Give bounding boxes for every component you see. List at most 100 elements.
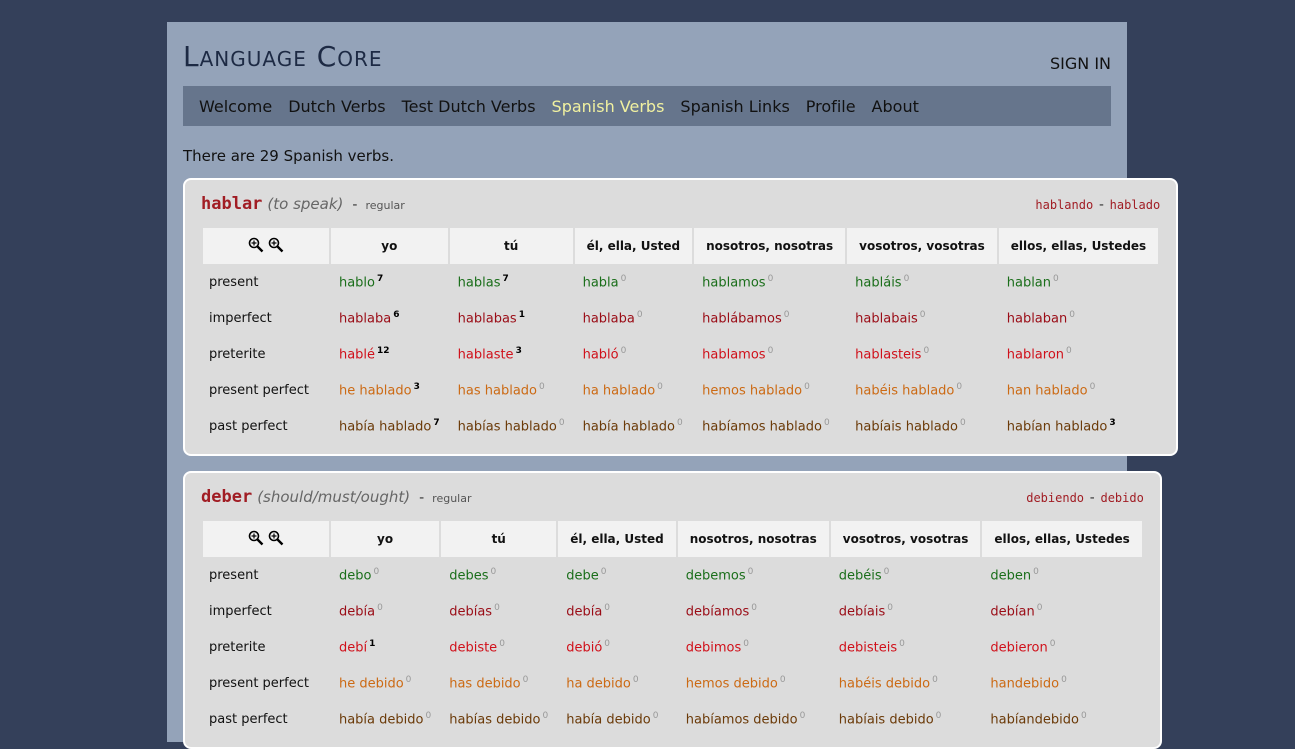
- tense-row: imperfect hablaba 6 hablabas 1 hablaba 0 habláb…: [203, 300, 1158, 336]
- conjugation-cell: ha debido 0: [558, 665, 676, 701]
- usage-count: 0: [883, 566, 890, 577]
- tense-row: imperfect debía 0 debías 0 debía 0 debíamos 0 deb…: [203, 593, 1142, 629]
- usage-count: 0: [1033, 566, 1039, 577]
- verb-form: debían: [990, 604, 1035, 620]
- conjugation-cell: habéis debido 0: [831, 665, 981, 701]
- conjugation-cell: hablas 7: [450, 264, 573, 300]
- conjugation-cell: hablamos 0: [694, 264, 845, 300]
- nav-link[interactable]: Welcome: [199, 96, 273, 116]
- nav-link[interactable]: Profile: [805, 96, 856, 116]
- pronoun-header: nosotros, nosotras: [677, 521, 829, 557]
- usage-count: 0: [425, 710, 432, 721]
- site-title[interactable]: Language Core: [183, 40, 383, 73]
- usage-count: 0: [373, 566, 380, 577]
- verb-form: hablamos: [702, 347, 766, 363]
- conjugation-cell: hablabas 1: [450, 300, 573, 336]
- usage-count: 0: [1069, 309, 1075, 320]
- verb-form: has debido: [449, 676, 521, 692]
- nav-link[interactable]: Spanish Verbs: [551, 96, 665, 116]
- conjugation-cell: hablo 7: [331, 264, 448, 300]
- usage-count: 0: [935, 710, 942, 721]
- usage-count: 0: [1049, 638, 1056, 649]
- zoom-icon[interactable]: [268, 237, 284, 253]
- conjugation-table: yo tú él, ella, Usted nosotros, nosotras vos…: [201, 228, 1160, 444]
- conjugation-cell: debía 0: [558, 593, 676, 629]
- intro-text: There are 29 Spanish verbs.: [183, 147, 394, 165]
- usage-count: 0: [779, 674, 786, 685]
- verb-name: hablar: [201, 194, 263, 214]
- zoom-icon[interactable]: [248, 237, 264, 253]
- pronoun-header: tú: [449, 228, 573, 264]
- verb-form: debías: [449, 604, 493, 620]
- usage-count: 0: [494, 602, 500, 613]
- sign-in[interactable]: SIGN IN: [1049, 54, 1111, 73]
- verb-form: habla: [582, 275, 619, 291]
- pronoun-header: él, ella, Usted: [558, 521, 676, 557]
- pronoun-header: yo: [330, 228, 448, 264]
- verb-form: hablé: [338, 347, 376, 363]
- verb-form: debíais: [838, 604, 886, 620]
- nav-bar: Welcome Dutch Verbs Test Dutch Verbs Spanis…: [183, 86, 1111, 126]
- verb-form: he debido: [338, 676, 404, 692]
- conjugation-cell: habíamos debido 0: [678, 701, 829, 737]
- usage-count: 0: [620, 273, 627, 284]
- verb-form: hablabas: [457, 311, 517, 327]
- verb-form: habláis: [855, 275, 902, 291]
- usage-count: 3: [515, 345, 522, 356]
- pronoun-header: vosotros, vosotras: [830, 521, 981, 557]
- verb-form: habéis debido: [838, 676, 931, 692]
- verb-form: hablamos: [702, 275, 766, 291]
- conjugation-cell: debía 0: [331, 593, 439, 629]
- nav-link[interactable]: Dutch Verbs: [288, 96, 386, 116]
- header-row: yo tú él, ella, Usted nosotros, nosotras vos…: [203, 521, 1142, 557]
- usage-count: 0: [823, 417, 830, 428]
- verb-form: habíandebido: [990, 712, 1079, 728]
- verb-form: debo: [338, 568, 372, 584]
- verb-form: debía: [566, 604, 603, 620]
- verb-form: han hablado: [1006, 383, 1088, 399]
- nav-link[interactable]: About: [871, 96, 919, 116]
- verb-form: hablaba: [338, 311, 392, 327]
- usage-count: 0: [558, 417, 565, 428]
- conjugation-cell: debíais 0: [831, 593, 981, 629]
- conjugation-cell: he hablado 3: [331, 372, 448, 408]
- pronoun-header: ellos, ellas, Ustedes: [998, 228, 1159, 264]
- conjugation-cell: habíandebido 0: [982, 701, 1141, 737]
- usage-count: 0: [1066, 345, 1072, 356]
- tense-row: present perfect he hablado 3 has hablado 0 ha…: [203, 372, 1158, 408]
- tense-label: preterite: [209, 346, 266, 362]
- conjugation-cell: debéis 0: [831, 557, 981, 593]
- nav-link[interactable]: Spanish Links: [680, 96, 790, 116]
- gerund: debiendo: [1026, 491, 1085, 505]
- verb-form: debisteis: [838, 640, 898, 656]
- nav-link[interactable]: Test Dutch Verbs: [401, 96, 536, 116]
- usage-count: 0: [923, 345, 930, 356]
- usage-count: 0: [604, 638, 611, 649]
- verb-form: debe: [566, 568, 599, 584]
- usage-count: 0: [1089, 381, 1096, 392]
- separator: -: [1097, 197, 1106, 213]
- verb-form: había hablado: [338, 419, 432, 435]
- conjugation-cell: habías debido 0: [441, 701, 556, 737]
- usage-count: 0: [600, 566, 607, 577]
- usage-count: 0: [903, 273, 910, 284]
- tense-label: imperfect: [209, 310, 272, 326]
- verb-header: hablar (to speak) - regular hablando - hablado: [201, 194, 1160, 216]
- verb-form: hablábamos: [702, 311, 782, 327]
- conjugation-cell: hablé 12: [331, 336, 448, 372]
- conjugation-cell: hablamos 0: [694, 336, 845, 372]
- zoom-icon[interactable]: [248, 530, 264, 546]
- conjugation-cell: hablabais 0: [847, 300, 997, 336]
- conjugation-table: yo tú él, ella, Usted nosotros, nosotras vos…: [201, 521, 1144, 737]
- usage-count: 0: [542, 710, 549, 721]
- usage-count: 0: [377, 602, 383, 613]
- conjugation-cell: hablaban 0: [999, 300, 1158, 336]
- zoom-controls: [203, 228, 329, 264]
- verb-form: hemos hablado: [702, 383, 803, 399]
- zoom-icon[interactable]: [268, 530, 284, 546]
- page: Language Core SIGN IN Welcome Dutch Verbs…: [167, 22, 1179, 749]
- conjugation-cell: hablaron 0: [999, 336, 1158, 372]
- conjugation-cell: había hablado 0: [575, 408, 693, 444]
- usage-count: 7: [502, 273, 509, 284]
- usage-count: 0: [620, 345, 627, 356]
